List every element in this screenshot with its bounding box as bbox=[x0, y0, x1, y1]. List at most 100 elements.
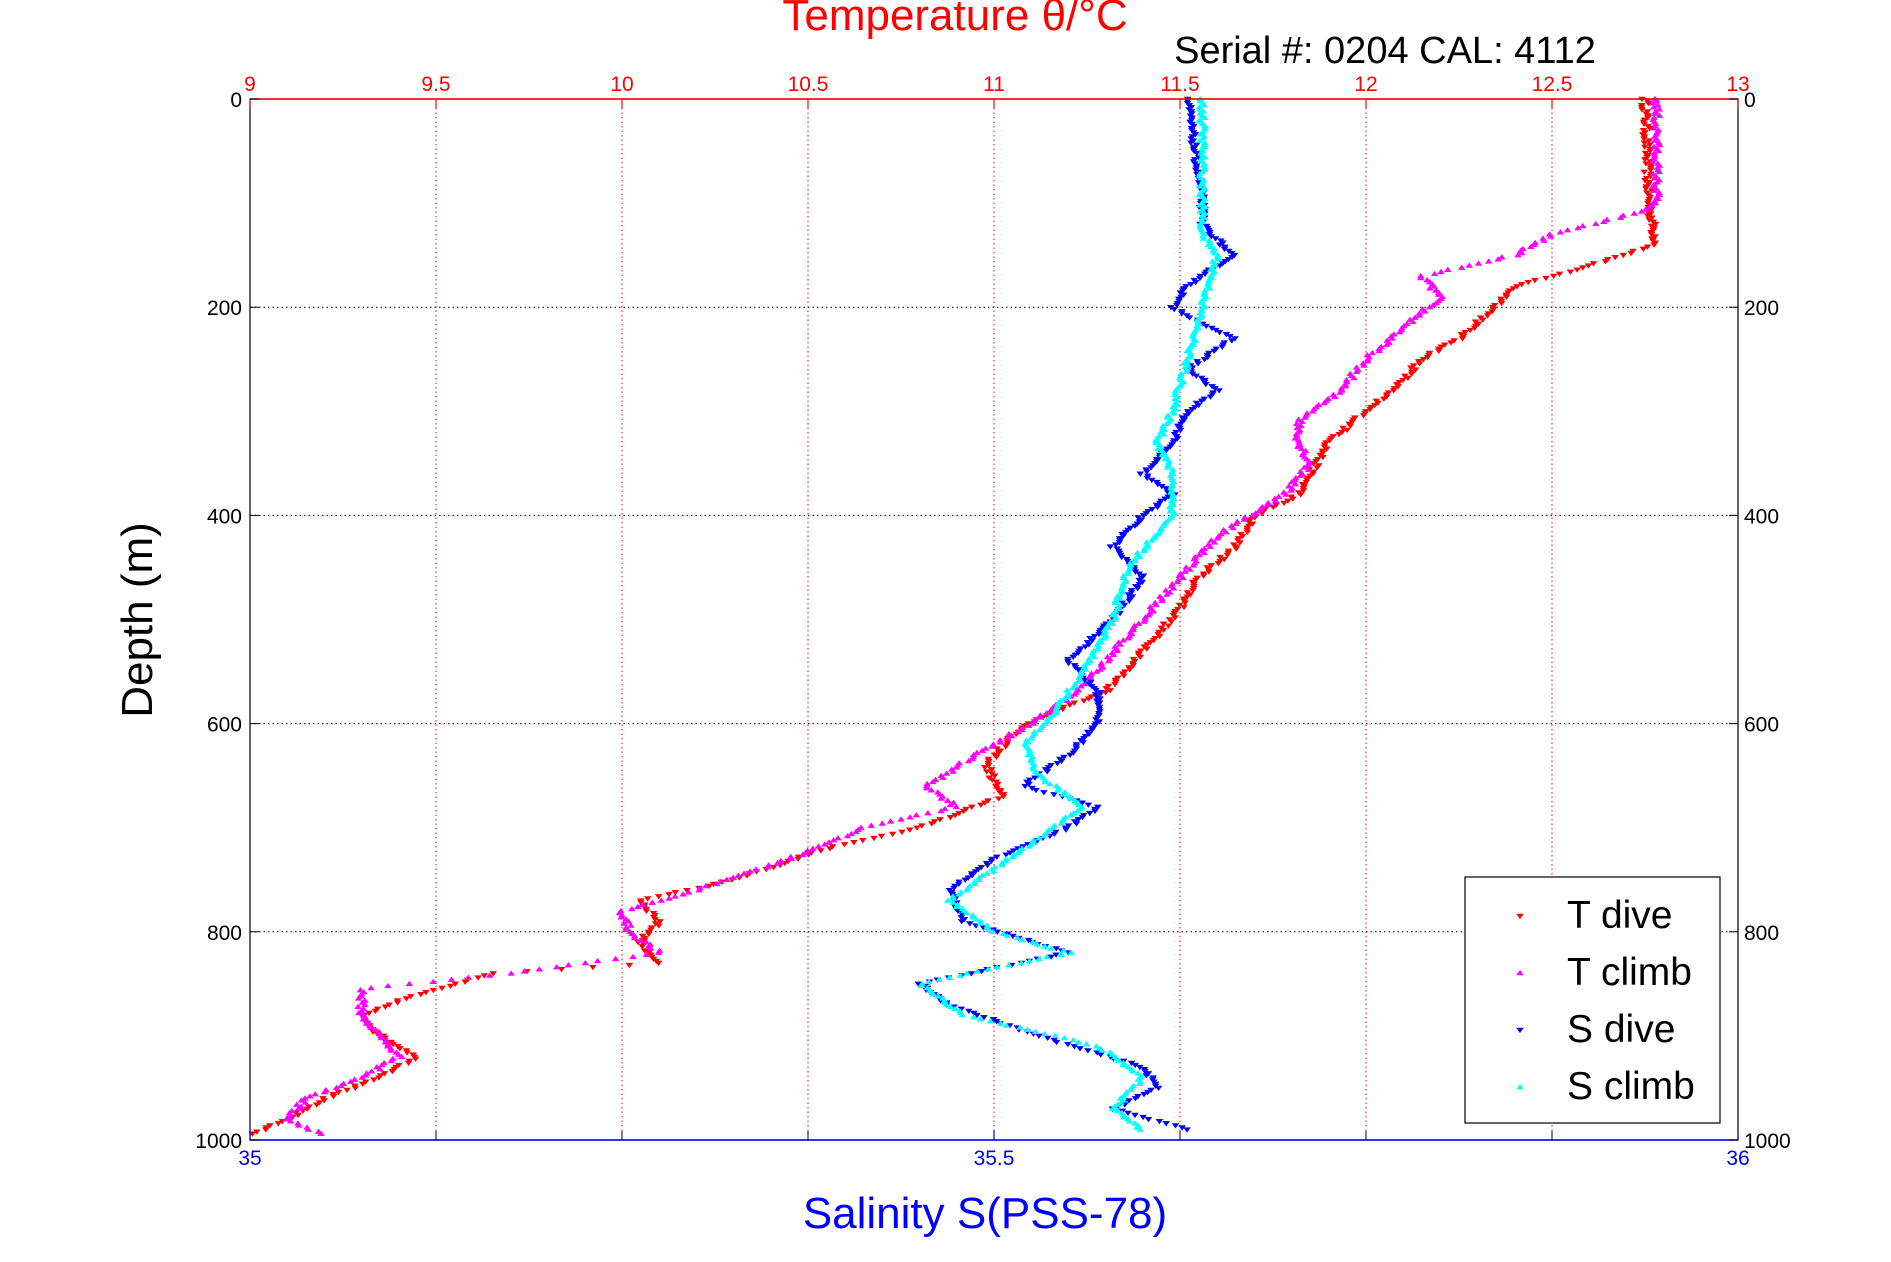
data-point bbox=[636, 937, 645, 943]
data-point bbox=[1199, 108, 1208, 114]
data-point bbox=[1106, 544, 1115, 550]
data-point bbox=[1309, 408, 1317, 414]
data-point bbox=[1077, 683, 1085, 689]
data-point bbox=[850, 840, 858, 846]
data-point bbox=[337, 1082, 345, 1089]
data-point bbox=[1166, 508, 1175, 514]
data-point bbox=[917, 982, 926, 989]
data-point bbox=[929, 778, 937, 785]
data-point bbox=[1064, 1042, 1072, 1048]
data-point bbox=[968, 755, 977, 762]
salinity-tick-label: 35 bbox=[238, 1147, 261, 1170]
data-point bbox=[1136, 1126, 1145, 1132]
data-point bbox=[949, 799, 958, 805]
data-point bbox=[1066, 752, 1074, 758]
data-point bbox=[312, 1102, 321, 1108]
data-point bbox=[1125, 1098, 1133, 1104]
data-point bbox=[1627, 250, 1635, 257]
data-point bbox=[944, 897, 952, 903]
data-point bbox=[1655, 141, 1664, 148]
data-point bbox=[1319, 454, 1327, 461]
data-point bbox=[1066, 795, 1075, 801]
data-point bbox=[1320, 399, 1329, 406]
temperature-tick-label: 11 bbox=[983, 73, 1005, 96]
data-point bbox=[552, 964, 561, 970]
data-point bbox=[1173, 302, 1181, 309]
data-point bbox=[1232, 546, 1241, 552]
data-point bbox=[941, 805, 949, 812]
data-point bbox=[1458, 336, 1467, 342]
data-point bbox=[1053, 760, 1062, 767]
data-point bbox=[977, 802, 985, 808]
data-point bbox=[897, 816, 905, 822]
data-point bbox=[1116, 595, 1124, 601]
data-point bbox=[1243, 529, 1252, 536]
data-point bbox=[870, 835, 878, 842]
data-point bbox=[480, 973, 489, 979]
data-point bbox=[787, 855, 796, 862]
data-point bbox=[773, 860, 782, 866]
depth-tick-label-right: 200 bbox=[1744, 297, 1779, 320]
data-point bbox=[1072, 821, 1081, 827]
data-point bbox=[1113, 1107, 1122, 1114]
data-point bbox=[949, 768, 958, 774]
data-point bbox=[990, 868, 998, 874]
data-point bbox=[294, 1122, 303, 1128]
data-point bbox=[446, 983, 455, 990]
data-point bbox=[1080, 677, 1089, 683]
data-point bbox=[1650, 187, 1659, 193]
data-point bbox=[1119, 589, 1127, 595]
data-point bbox=[1578, 265, 1587, 271]
data-point bbox=[1211, 262, 1219, 268]
data-point bbox=[1202, 382, 1210, 388]
data-point bbox=[1447, 340, 1455, 346]
data-point bbox=[980, 1014, 988, 1021]
data-point bbox=[994, 796, 1003, 802]
data-point bbox=[1003, 735, 1012, 741]
data-point bbox=[1052, 946, 1061, 952]
data-point bbox=[1214, 256, 1223, 262]
data-point bbox=[1119, 1061, 1127, 1068]
data-point bbox=[489, 971, 497, 977]
data-point bbox=[1173, 578, 1182, 585]
data-point bbox=[1082, 1041, 1091, 1047]
data-point bbox=[405, 980, 414, 987]
data-point bbox=[1294, 416, 1303, 422]
data-point bbox=[1086, 810, 1094, 817]
data-point bbox=[589, 964, 597, 971]
data-point bbox=[354, 1003, 362, 1009]
data-point bbox=[1076, 1046, 1084, 1052]
data-point bbox=[927, 787, 936, 793]
data-point bbox=[1638, 107, 1646, 113]
data-point bbox=[964, 757, 973, 764]
data-point bbox=[1555, 271, 1564, 277]
data-point bbox=[1149, 608, 1158, 614]
data-point bbox=[867, 822, 876, 828]
data-point bbox=[297, 1103, 306, 1109]
data-point bbox=[1125, 1118, 1134, 1124]
data-point bbox=[984, 966, 992, 972]
data-point bbox=[642, 951, 651, 957]
data-point bbox=[1033, 941, 1041, 947]
data-point bbox=[1360, 362, 1368, 368]
data-point bbox=[1650, 175, 1659, 181]
data-point bbox=[1139, 513, 1148, 519]
data-point bbox=[1131, 1096, 1140, 1102]
data-point bbox=[1201, 154, 1209, 160]
data-point bbox=[665, 892, 673, 898]
data-point bbox=[1025, 722, 1033, 728]
data-point bbox=[1014, 849, 1023, 855]
data-point bbox=[1584, 263, 1593, 269]
data-point bbox=[1023, 1026, 1032, 1032]
data-point bbox=[1642, 186, 1650, 192]
data-point bbox=[1039, 832, 1048, 839]
data-point bbox=[1035, 955, 1043, 962]
data-point bbox=[713, 880, 721, 887]
data-point bbox=[981, 765, 989, 771]
data-point bbox=[358, 1074, 366, 1080]
depth-tick-label-right: 400 bbox=[1744, 505, 1779, 528]
data-point bbox=[646, 945, 655, 951]
data-point bbox=[1296, 472, 1305, 479]
data-point bbox=[1135, 553, 1144, 560]
data-point bbox=[1035, 835, 1043, 841]
